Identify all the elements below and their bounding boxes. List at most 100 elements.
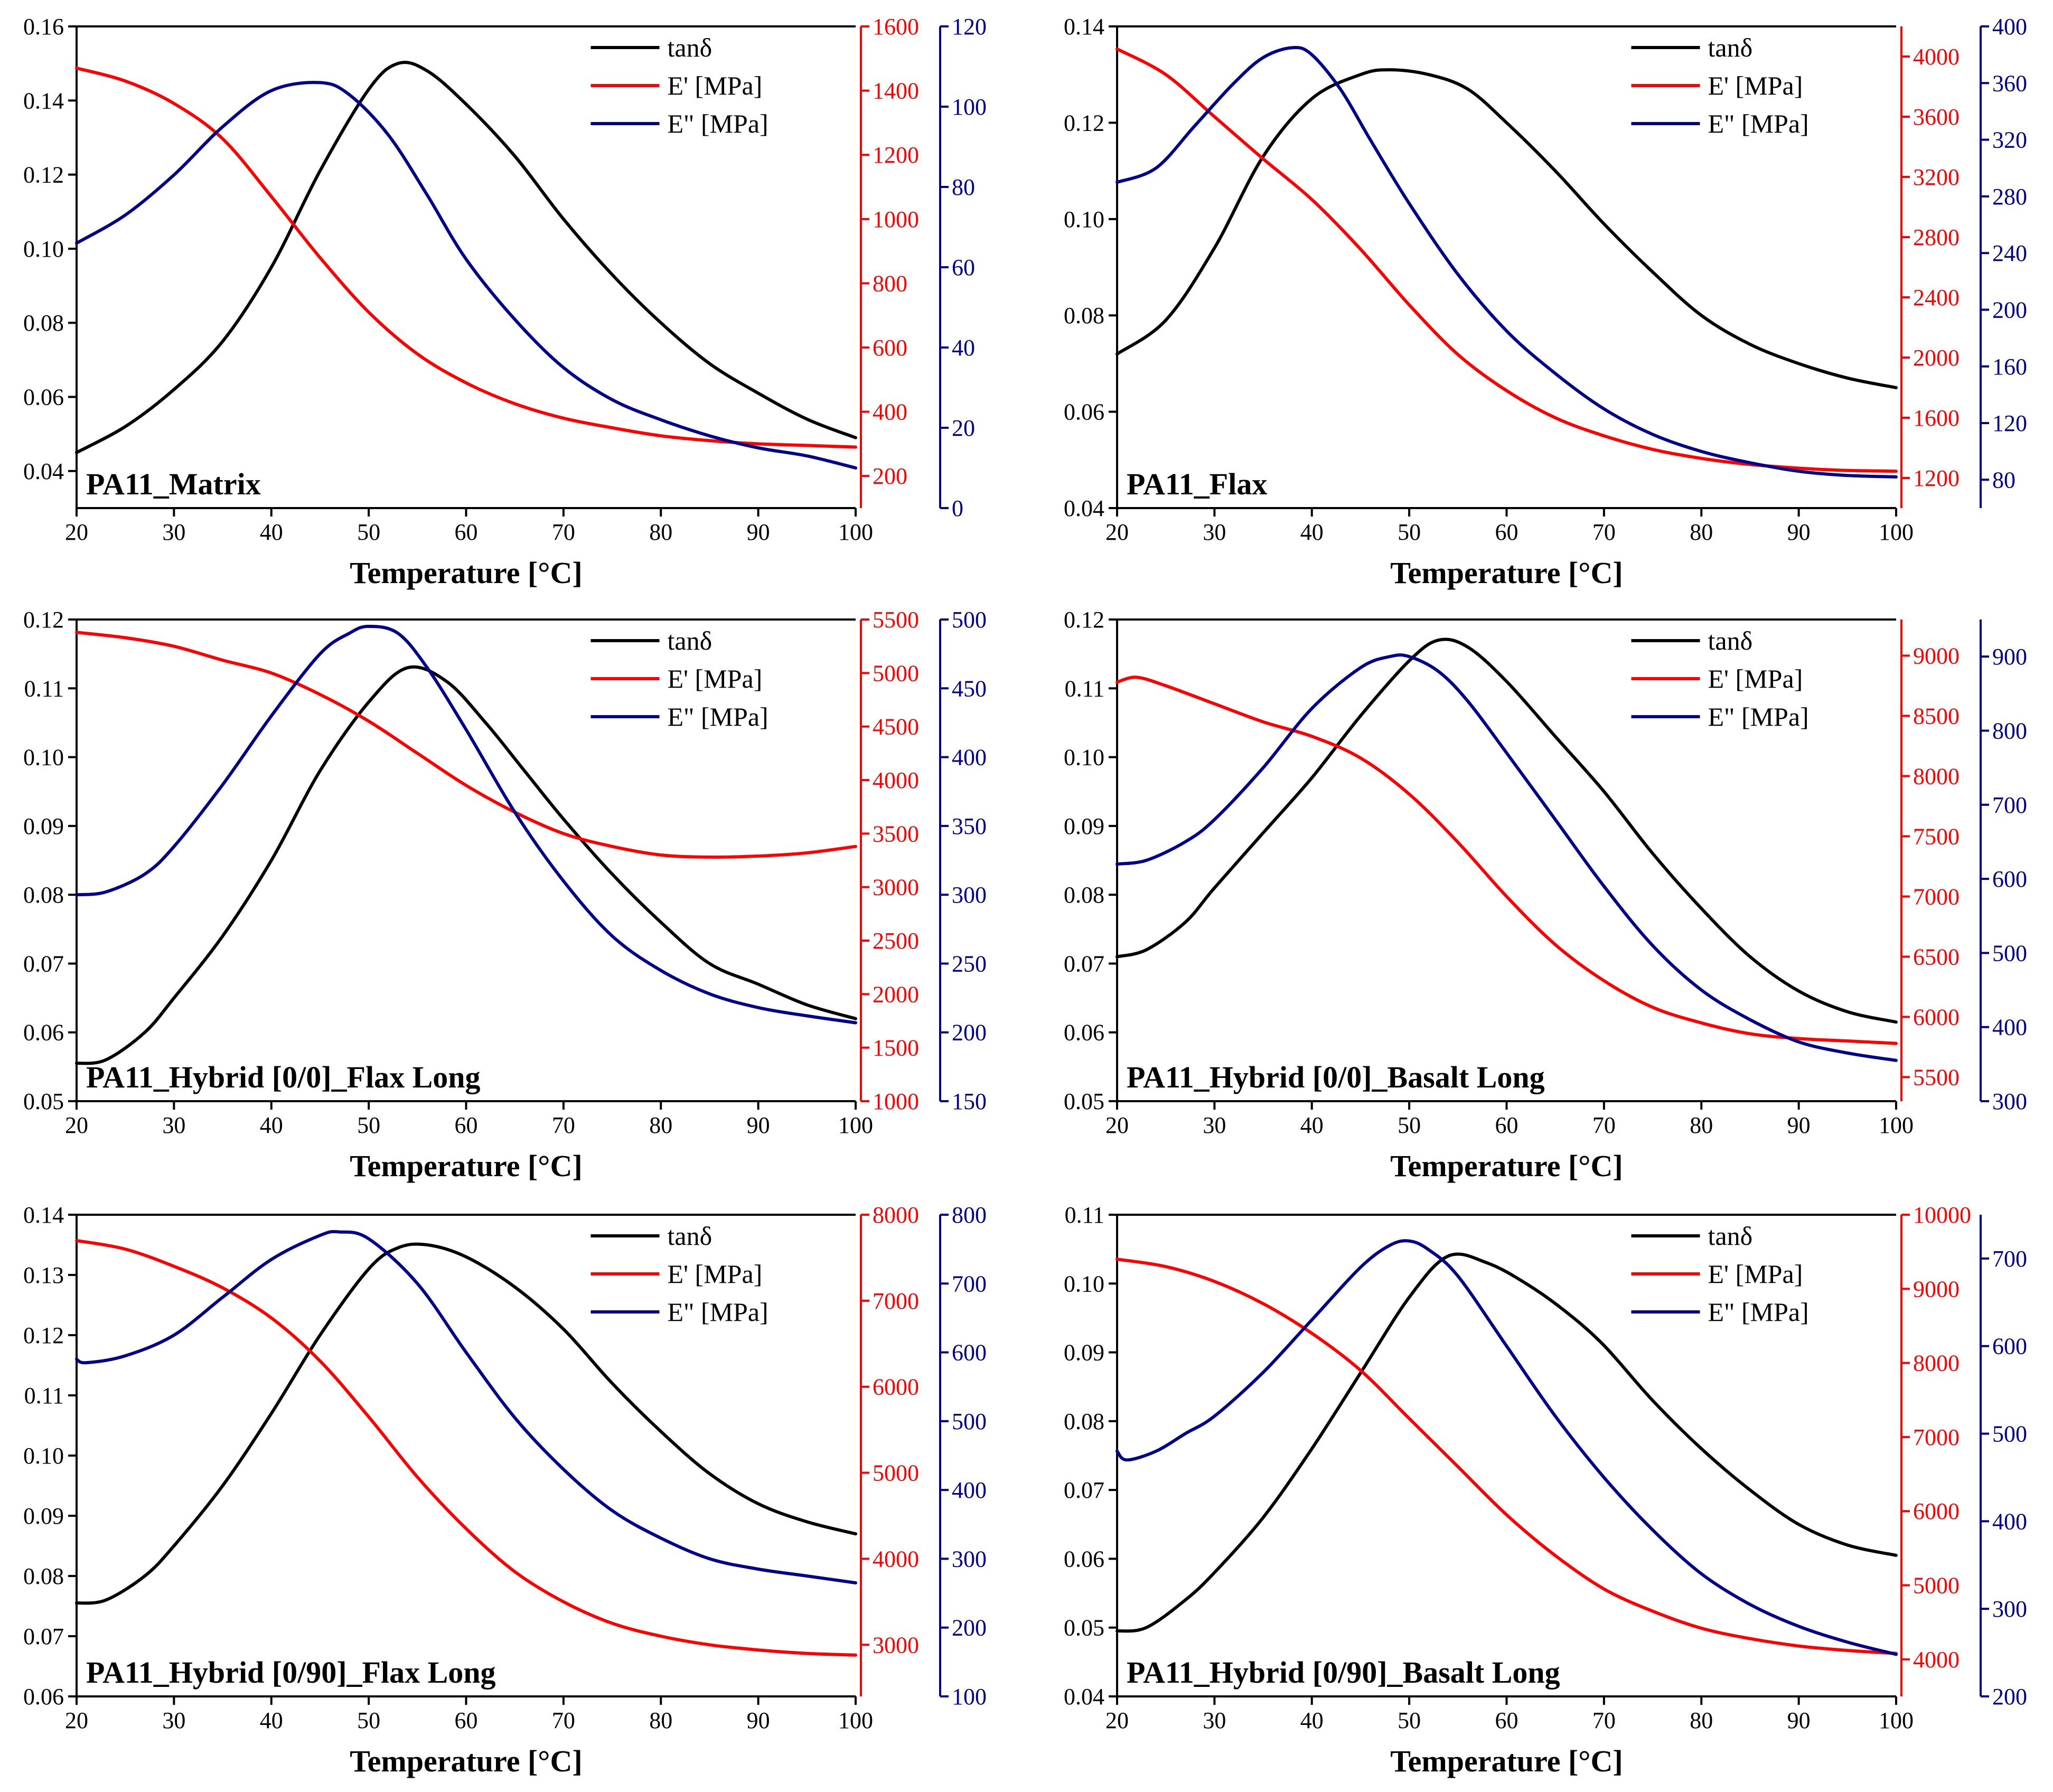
legend-label: tanδ [1708,33,1753,62]
storage-tick-label: 2500 [873,928,919,954]
storage-tick-label: 9000 [1913,643,1960,669]
tan-delta-tick-label: 0.11 [1065,675,1104,701]
series-line-tan-delta [1115,637,1898,1024]
loss-tick-label: 0 [952,495,963,521]
x-tick-label: 30 [162,1707,185,1733]
tan-delta-tick-label: 0.06 [1064,1546,1104,1572]
tan-delta-tick-label: 0.06 [23,1020,64,1046]
x-tick-label: 70 [1592,1707,1616,1733]
panel-label: PA11_Hybrid [0/90]_Flax Long [86,1655,496,1690]
loss-tick-label: 500 [952,1409,987,1434]
storage-tick-label: 1400 [873,78,919,104]
chart-panel-1: 20 30 40 50 60 70 80 90 100 0.04 0.06 0.08 0.10 0.12 0… [23,14,987,590]
x-tick-label: 30 [1203,519,1226,545]
x-tick-label: 90 [747,519,770,545]
x-tick-label: 50 [1398,1112,1421,1138]
tan-delta-tick-label: 0.04 [1064,495,1104,521]
storage-tick-label: 4000 [1913,1647,1960,1673]
x-tick-label: 100 [1879,519,1914,545]
loss-tick-label: 900 [1992,644,2027,670]
legend-label: tanδ [1708,626,1753,655]
x-tick-label: 70 [552,1112,575,1138]
loss-tick-label: 600 [952,1340,987,1366]
loss-tick-label: 300 [952,882,987,908]
legend-label: E" [MPa] [668,109,768,138]
loss-tick-label: 20 [952,415,975,441]
legend-label: tanδ [668,626,713,655]
x-tick-label: 50 [1398,1707,1421,1733]
series-line-storage [1115,1258,1898,1655]
loss-tick-label: 600 [1992,866,2027,892]
tan-delta-tick-label: 0.04 [1064,1684,1104,1710]
tan-delta-tick-label: 0.09 [23,813,64,839]
loss-tick-label: 700 [952,1271,987,1297]
chart-panel-5: 20 30 40 50 60 70 80 90 100 0.06 0.07 0.08 0.09 0.10 0… [23,1202,987,1778]
loss-tick-label: 200 [952,1020,987,1046]
x-tick-label: 40 [1300,1112,1324,1138]
storage-tick-label: 1200 [1913,465,1960,491]
panel-label: PA11_Hybrid [0/90]_Basalt Long [1127,1655,1560,1690]
tan-delta-tick-label: 0.06 [1064,1020,1104,1046]
x-tick-label: 70 [552,519,575,545]
tan-delta-tick-label: 0.16 [23,14,64,40]
x-tick-label: 100 [1879,1112,1914,1138]
storage-tick-label: 200 [873,463,907,489]
storage-tick-label: 6500 [1913,944,1960,970]
tan-delta-tick-label: 0.07 [23,951,64,977]
loss-tick-label: 400 [952,745,987,771]
tan-delta-tick-label: 0.14 [1064,14,1104,40]
storage-tick-label: 4500 [873,714,919,740]
storage-tick-label: 6000 [1913,1004,1960,1030]
loss-tick-label: 240 [1992,240,2027,266]
loss-tick-label: 300 [952,1546,987,1572]
storage-tick-label: 3600 [1913,104,1960,130]
loss-tick-label: 350 [952,813,987,839]
tan-delta-tick-label: 0.09 [1064,1340,1104,1366]
x-tick-label: 90 [747,1707,770,1733]
storage-tick-label: 3200 [1913,164,1960,190]
loss-tick-label: 360 [1992,70,2027,96]
series-line-storage [75,67,857,449]
x-tick-label: 60 [455,1112,478,1138]
panel-label: PA11_Matrix [86,467,261,501]
storage-tick-label: 2000 [1913,345,1960,371]
tan-delta-tick-label: 0.06 [23,384,64,410]
loss-tick-label: 80 [952,174,975,200]
storage-tick-label: 3500 [873,821,919,847]
x-tick-label: 40 [260,1707,283,1733]
tan-delta-tick-label: 0.10 [23,236,64,262]
tan-delta-tick-label: 0.08 [1064,303,1104,329]
x-tick-label: 20 [65,1112,88,1138]
storage-tick-label: 5000 [873,660,919,686]
series-line-loss [1115,45,1898,479]
x-tick-label: 60 [1495,519,1518,545]
x-tick-label: 100 [838,1112,873,1138]
tan-delta-tick-label: 0.05 [1064,1089,1104,1114]
x-axis-title: Temperature [°C] [350,1744,582,1778]
storage-tick-label: 4000 [873,1546,919,1572]
series-line-loss [1115,653,1898,1062]
storage-tick-label: 2800 [1913,224,1960,250]
loss-tick-label: 150 [952,1089,987,1114]
storage-tick-label: 800 [873,270,907,296]
loss-tick-label: 500 [952,607,987,633]
storage-tick-label: 8000 [1913,1350,1960,1376]
loss-tick-label: 40 [952,335,975,361]
loss-tick-label: 700 [1992,1246,2027,1272]
tan-delta-tick-label: 0.11 [24,1383,64,1409]
x-tick-label: 40 [1300,1707,1324,1733]
legend-label: E" [MPa] [1708,702,1809,731]
x-tick-label: 100 [838,519,873,545]
tan-delta-tick-label: 0.06 [1064,399,1104,425]
legend-label: E' [MPa] [668,71,763,100]
tan-delta-tick-label: 0.08 [23,882,64,908]
chart-panel-3: 20 30 40 50 60 70 80 90 100 0.05 0.06 0.07 0.08 0.09 0… [23,607,987,1183]
loss-tick-label: 800 [1992,718,2027,744]
tan-delta-tick-label: 0.12 [23,1322,64,1348]
storage-tick-label: 10000 [1913,1202,1971,1228]
x-tick-label: 60 [1495,1112,1518,1138]
x-tick-label: 80 [1690,1112,1713,1138]
loss-tick-label: 400 [1992,1015,2027,1040]
x-tick-label: 40 [260,1112,283,1138]
tan-delta-tick-label: 0.07 [1064,1477,1104,1503]
